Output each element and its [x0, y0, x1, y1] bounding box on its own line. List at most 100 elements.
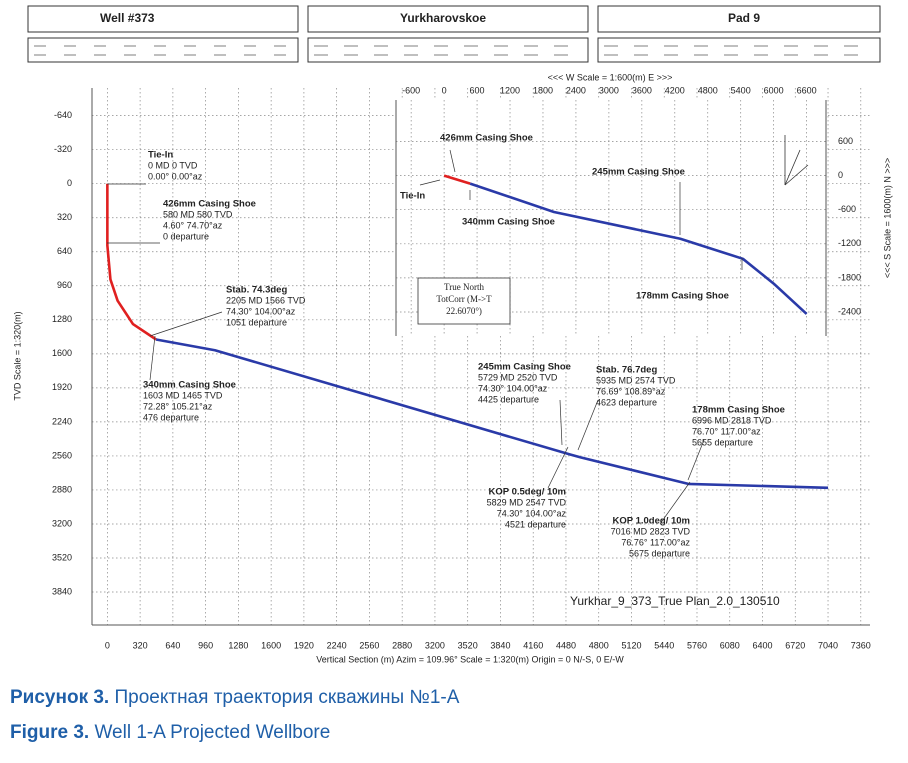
annotation: 340mm Casing Shoe [462, 217, 555, 228]
x-tick-label: 4480 [556, 640, 576, 650]
caption-label: Figure 3. [10, 722, 89, 743]
y-tick-label: 2560 [52, 450, 72, 460]
leader-line [559, 399, 563, 446]
x-tick-label: 4160 [523, 640, 543, 650]
leader-line [687, 439, 705, 481]
annotation: 4425 departure [478, 394, 539, 404]
y-tick-label: 3840 [52, 586, 72, 596]
north-arrow [784, 149, 801, 186]
y-tick-label: -320 [54, 144, 72, 154]
x-tick-label: 4800 [589, 640, 609, 650]
annotation: 76.76° 117.00°az [621, 537, 690, 547]
header-pad: Pad 9 [728, 11, 760, 25]
x-tick-label: 6720 [785, 640, 805, 650]
x-tick-label: 3200 [425, 640, 445, 650]
x-tick-label: 6000 [764, 85, 784, 95]
x-tick-label: 6400 [752, 640, 772, 650]
info-lines [34, 45, 870, 56]
annotation: Tie-In [148, 150, 173, 161]
annotation: 0 departure [163, 231, 209, 241]
annotation: 0 MD 0 TVD [148, 160, 198, 170]
annotation: 74.30° 104.00°az [226, 306, 296, 316]
x-tick-label: 0 [105, 640, 110, 650]
header-box [307, 5, 589, 33]
y-tick-label: -600 [838, 204, 856, 214]
x-tick-label: 7040 [818, 640, 838, 650]
annotation: Stab. 74.3deg [226, 285, 287, 296]
caption-ru: Рисунок 3. Проектная траектория скважины… [10, 687, 460, 708]
y-tick-label: -1800 [838, 272, 861, 282]
x-tick-label: 7360 [851, 640, 871, 650]
annotation: KOP 0.5deg/ 10m [489, 487, 566, 498]
annotation: KOP 1.0deg/ 10m [613, 516, 690, 527]
annotation: 4.60° 74.70°az [163, 220, 223, 230]
annotation: 2205 MD 1566 TVD [226, 295, 306, 305]
y-axis-title: <<< S Scale = 1600(m) N >>> [882, 158, 892, 278]
y-tick-label: -2400 [838, 306, 861, 316]
leader-line [577, 399, 599, 451]
annotation: 580 MD 580 TVD [163, 209, 233, 219]
leader-line [149, 335, 156, 381]
info-box [27, 37, 299, 63]
caption-text: Проектная траектория скважины №1-А [114, 687, 459, 708]
y-tick-label: 0 [67, 178, 72, 188]
annotation: 245mm Casing Shoe [592, 167, 685, 178]
well-path [106, 183, 157, 341]
x-tick-label: 1920 [294, 640, 314, 650]
annotation: 5935 MD 2574 TVD [596, 375, 676, 385]
north-box [417, 277, 511, 325]
header-well: Well #373 [100, 11, 155, 25]
x-tick-label: 3840 [490, 640, 510, 650]
north-box-text: True North [444, 282, 484, 292]
annotation: Tie-In [400, 191, 425, 202]
x-tick-label: 5440 [654, 640, 674, 650]
main-chart: 0 320 640 960 1280 1600 1920 2240 2560 2880 3200 35… [12, 88, 871, 664]
annotation: 178mm Casing Shoe [692, 405, 785, 416]
annotation: 1051 departure [226, 317, 287, 327]
annotation: 6996 MD 2818 TVD [692, 415, 772, 425]
x-tick-label: 6080 [720, 640, 740, 650]
y-tick-label: 1600 [52, 348, 72, 358]
x-tick-label: 3600 [632, 85, 652, 95]
well-path [469, 182, 808, 315]
annotation: 0.00° 0.00°az [148, 171, 203, 181]
y-tick-label: 3520 [52, 552, 72, 562]
y-tick-label: 320 [57, 212, 72, 222]
y-tick-label: 3200 [52, 518, 72, 528]
y-tick-label: 0 [838, 170, 843, 180]
leader-line [149, 311, 223, 337]
y-tick-label: 2880 [52, 484, 72, 494]
x-tick-label: 320 [133, 640, 148, 650]
x-tick-label: 4200 [665, 85, 685, 95]
x-tick-label: 5400 [731, 85, 751, 95]
x-tick-label: 3520 [458, 640, 478, 650]
annotation: 5829 MD 2547 TVD [487, 497, 567, 507]
annotation: 426mm Casing Shoe [163, 199, 256, 210]
annotation: Stab. 76.7deg [596, 365, 657, 376]
caption-label: Рисунок 3. [10, 687, 109, 708]
leader-line [659, 481, 691, 525]
north-box-text: TotCorr (M->T [436, 294, 492, 304]
y-tick-label: 960 [57, 280, 72, 290]
x-tick-label: 4800 [698, 85, 718, 95]
y-axis-title: TVD Scale = 1:320(m) [12, 311, 22, 400]
x-tick-label: 600 [470, 85, 485, 95]
annotation: 5655 departure [692, 437, 753, 447]
y-tick-label: -640 [54, 110, 72, 120]
x-axis-title: <<< W Scale = 1:600(m) E >>> [548, 72, 673, 82]
annotation: 7016 MD 2823 TVD [611, 526, 691, 536]
y-tick-label: 1920 [52, 382, 72, 392]
y-tick-label: 1280 [52, 314, 72, 324]
annotation: 72.28° 105.21°az [143, 401, 213, 411]
header-box [27, 5, 299, 33]
x-tick-label: 1200 [500, 85, 520, 95]
well-path [443, 174, 471, 185]
leader-line [547, 446, 569, 489]
x-tick-label: 5760 [687, 640, 707, 650]
caption-en: Figure 3. Well 1-A Projected Wellbore [10, 722, 330, 743]
annotation: 5729 MD 2520 TVD [478, 372, 558, 382]
y-tick-label: 640 [57, 246, 72, 256]
info-box [307, 37, 589, 63]
annotation: 1603 MD 1465 TVD [143, 390, 223, 400]
